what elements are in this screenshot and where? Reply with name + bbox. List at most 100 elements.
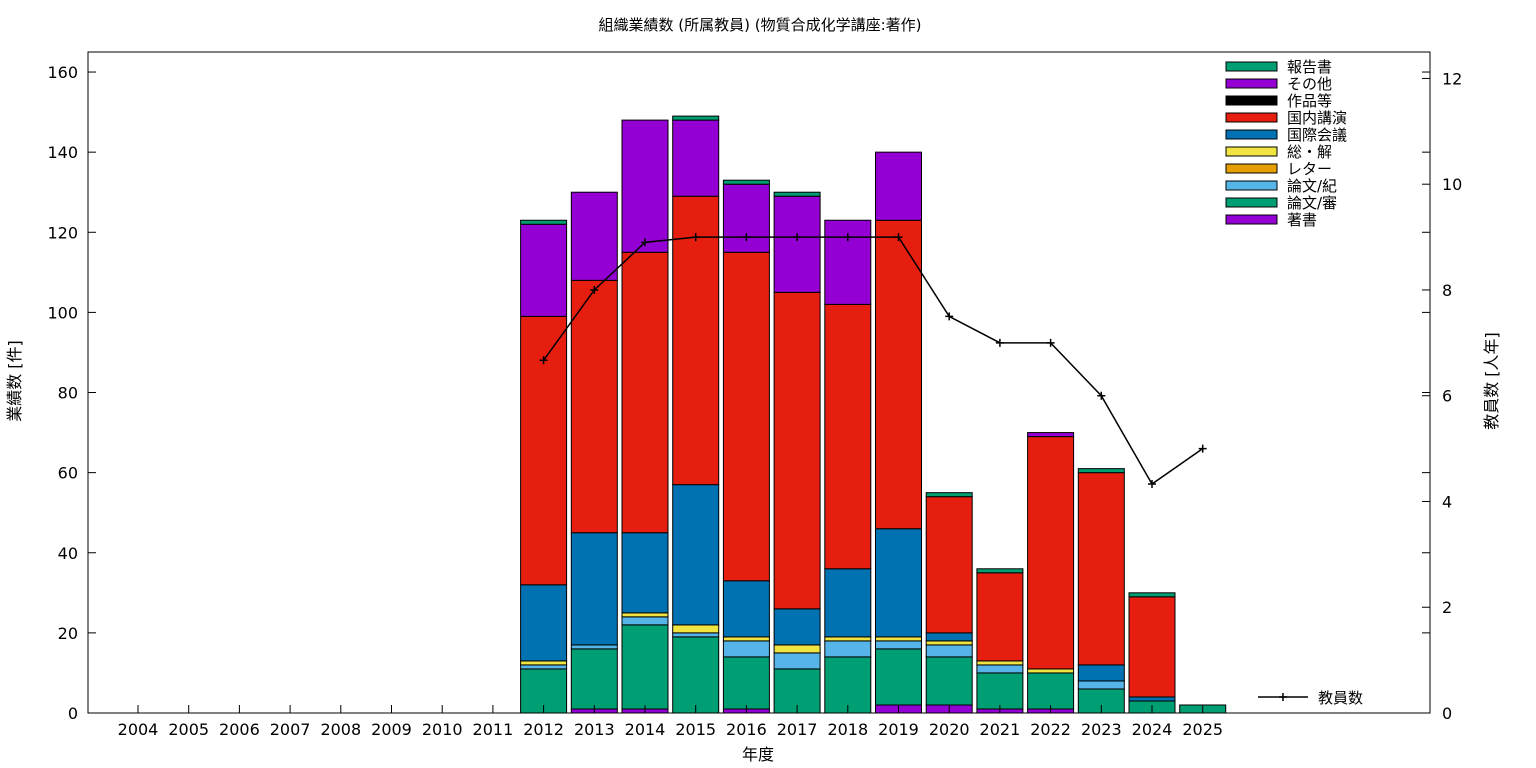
- y-tick-label: 100: [47, 303, 78, 322]
- bar-segment: [1027, 668, 1075, 674]
- bar-segment: [621, 251, 669, 534]
- y2-axis-label: 教員数 [人年]: [1482, 332, 1501, 430]
- legend-swatch: [1225, 180, 1278, 191]
- y2-tick-label: 6: [1442, 387, 1452, 406]
- bar-segment: [925, 496, 973, 634]
- bar-segment: [773, 608, 821, 646]
- legend-swatch: [1225, 163, 1278, 174]
- bar-segment: [672, 484, 720, 626]
- x-tick-label: 2012: [523, 720, 564, 739]
- x-tick-label: 2017: [777, 720, 818, 739]
- bar-segment: [976, 568, 1024, 574]
- bar-segment: [773, 652, 821, 670]
- legend-swatch: [1225, 112, 1278, 123]
- y2-tick-label: 10: [1442, 175, 1462, 194]
- chart-title: 組織業績数 (所属教員) (物質合成化学講座:著作): [598, 16, 921, 34]
- bar-segment: [1128, 696, 1176, 702]
- x-tick-label: 2005: [168, 720, 209, 739]
- bar-segment: [570, 279, 618, 534]
- legend-swatch: [1225, 146, 1278, 157]
- plot-frame: [87, 51, 1431, 714]
- x-tick-label: 2010: [422, 720, 463, 739]
- x-tick-label: 2013: [574, 720, 615, 739]
- x-tick-label: 2011: [473, 720, 514, 739]
- line-point: [539, 356, 548, 365]
- bar-segment: [824, 636, 872, 642]
- x-tick-label: 2007: [270, 720, 311, 739]
- bar-segment: [621, 624, 669, 710]
- bar-segment: [925, 644, 973, 658]
- bar-segment: [1128, 596, 1176, 698]
- y-tick-label: 140: [47, 143, 78, 162]
- x-tick-label: 2008: [320, 720, 361, 739]
- bar-segment: [875, 648, 922, 706]
- bar-segment: [925, 640, 973, 646]
- y2-tick-label: 8: [1442, 281, 1452, 300]
- bar-segment: [570, 532, 618, 646]
- x-tick-label: 2009: [371, 720, 412, 739]
- bar-segment: [976, 572, 1024, 662]
- line-point: [1046, 338, 1055, 347]
- x-tick-label: 2025: [1182, 720, 1223, 739]
- line-series: [542, 236, 1204, 486]
- bar-segment: [875, 219, 922, 530]
- legend-label: レター: [1287, 160, 1332, 178]
- legend-label: 論文/審: [1287, 194, 1337, 212]
- line-point: [641, 238, 649, 247]
- line-point: [995, 338, 1004, 347]
- line-point: [843, 233, 852, 242]
- y-tick-label: 80: [58, 384, 78, 403]
- x-tick-label: 2019: [878, 720, 919, 739]
- bar-segment: [976, 672, 1024, 710]
- bar-segment: [672, 195, 720, 486]
- bar-segment: [722, 179, 770, 185]
- bar-segment: [520, 664, 568, 670]
- y-tick-label: 40: [58, 544, 78, 563]
- bar-segment: [722, 636, 770, 642]
- bar-segment: [976, 664, 1024, 674]
- y2-tick-label: 4: [1442, 492, 1452, 511]
- bar-segment: [672, 115, 720, 121]
- legend-swatch: [1225, 95, 1278, 106]
- line-point: [590, 285, 599, 294]
- legend-swatch: [1225, 61, 1278, 72]
- y-tick-label: 60: [58, 464, 78, 483]
- bar-segment: [875, 151, 922, 221]
- bar-segment: [925, 656, 973, 706]
- bar-segment: [722, 251, 770, 582]
- line-point: [945, 312, 954, 321]
- x-tick-label: 2021: [980, 720, 1021, 739]
- legend-label: 論文/紀: [1287, 177, 1337, 195]
- bar-segment: [520, 223, 568, 317]
- x-tick-label: 2015: [675, 720, 716, 739]
- bar-segment: [875, 640, 922, 650]
- legend-label: 国内講演: [1287, 109, 1347, 127]
- bar-segment: [520, 584, 568, 662]
- line-point: [1097, 391, 1106, 400]
- bar-segment: [824, 568, 872, 638]
- x-tick-label: 2006: [219, 720, 260, 739]
- bar-segment: [1077, 680, 1125, 690]
- bar-segment: [672, 636, 720, 714]
- x-tick-label: 2022: [1030, 720, 1071, 739]
- legend-line-marker: [1279, 693, 1287, 701]
- bar-segment: [824, 303, 872, 570]
- bar-segment: [925, 492, 973, 498]
- bar-segment: [672, 119, 720, 197]
- legend-label: 報告書: [1287, 58, 1332, 76]
- bar-segment: [1077, 664, 1125, 682]
- bar-segment: [824, 219, 872, 305]
- legend-swatch: [1225, 129, 1278, 140]
- bar-segment: [1077, 468, 1125, 474]
- bar-segment: [621, 532, 669, 614]
- legend-swatch: [1225, 214, 1278, 225]
- bar-segment: [621, 616, 669, 626]
- legend-swatch: [1225, 78, 1278, 89]
- bar-segment: [925, 632, 973, 642]
- bar-segment: [672, 624, 720, 634]
- legend-label: 国際会議: [1287, 126, 1347, 144]
- bar-segment: [722, 656, 770, 710]
- y-tick-label: 0: [68, 704, 78, 723]
- legend-label: その他: [1287, 75, 1332, 93]
